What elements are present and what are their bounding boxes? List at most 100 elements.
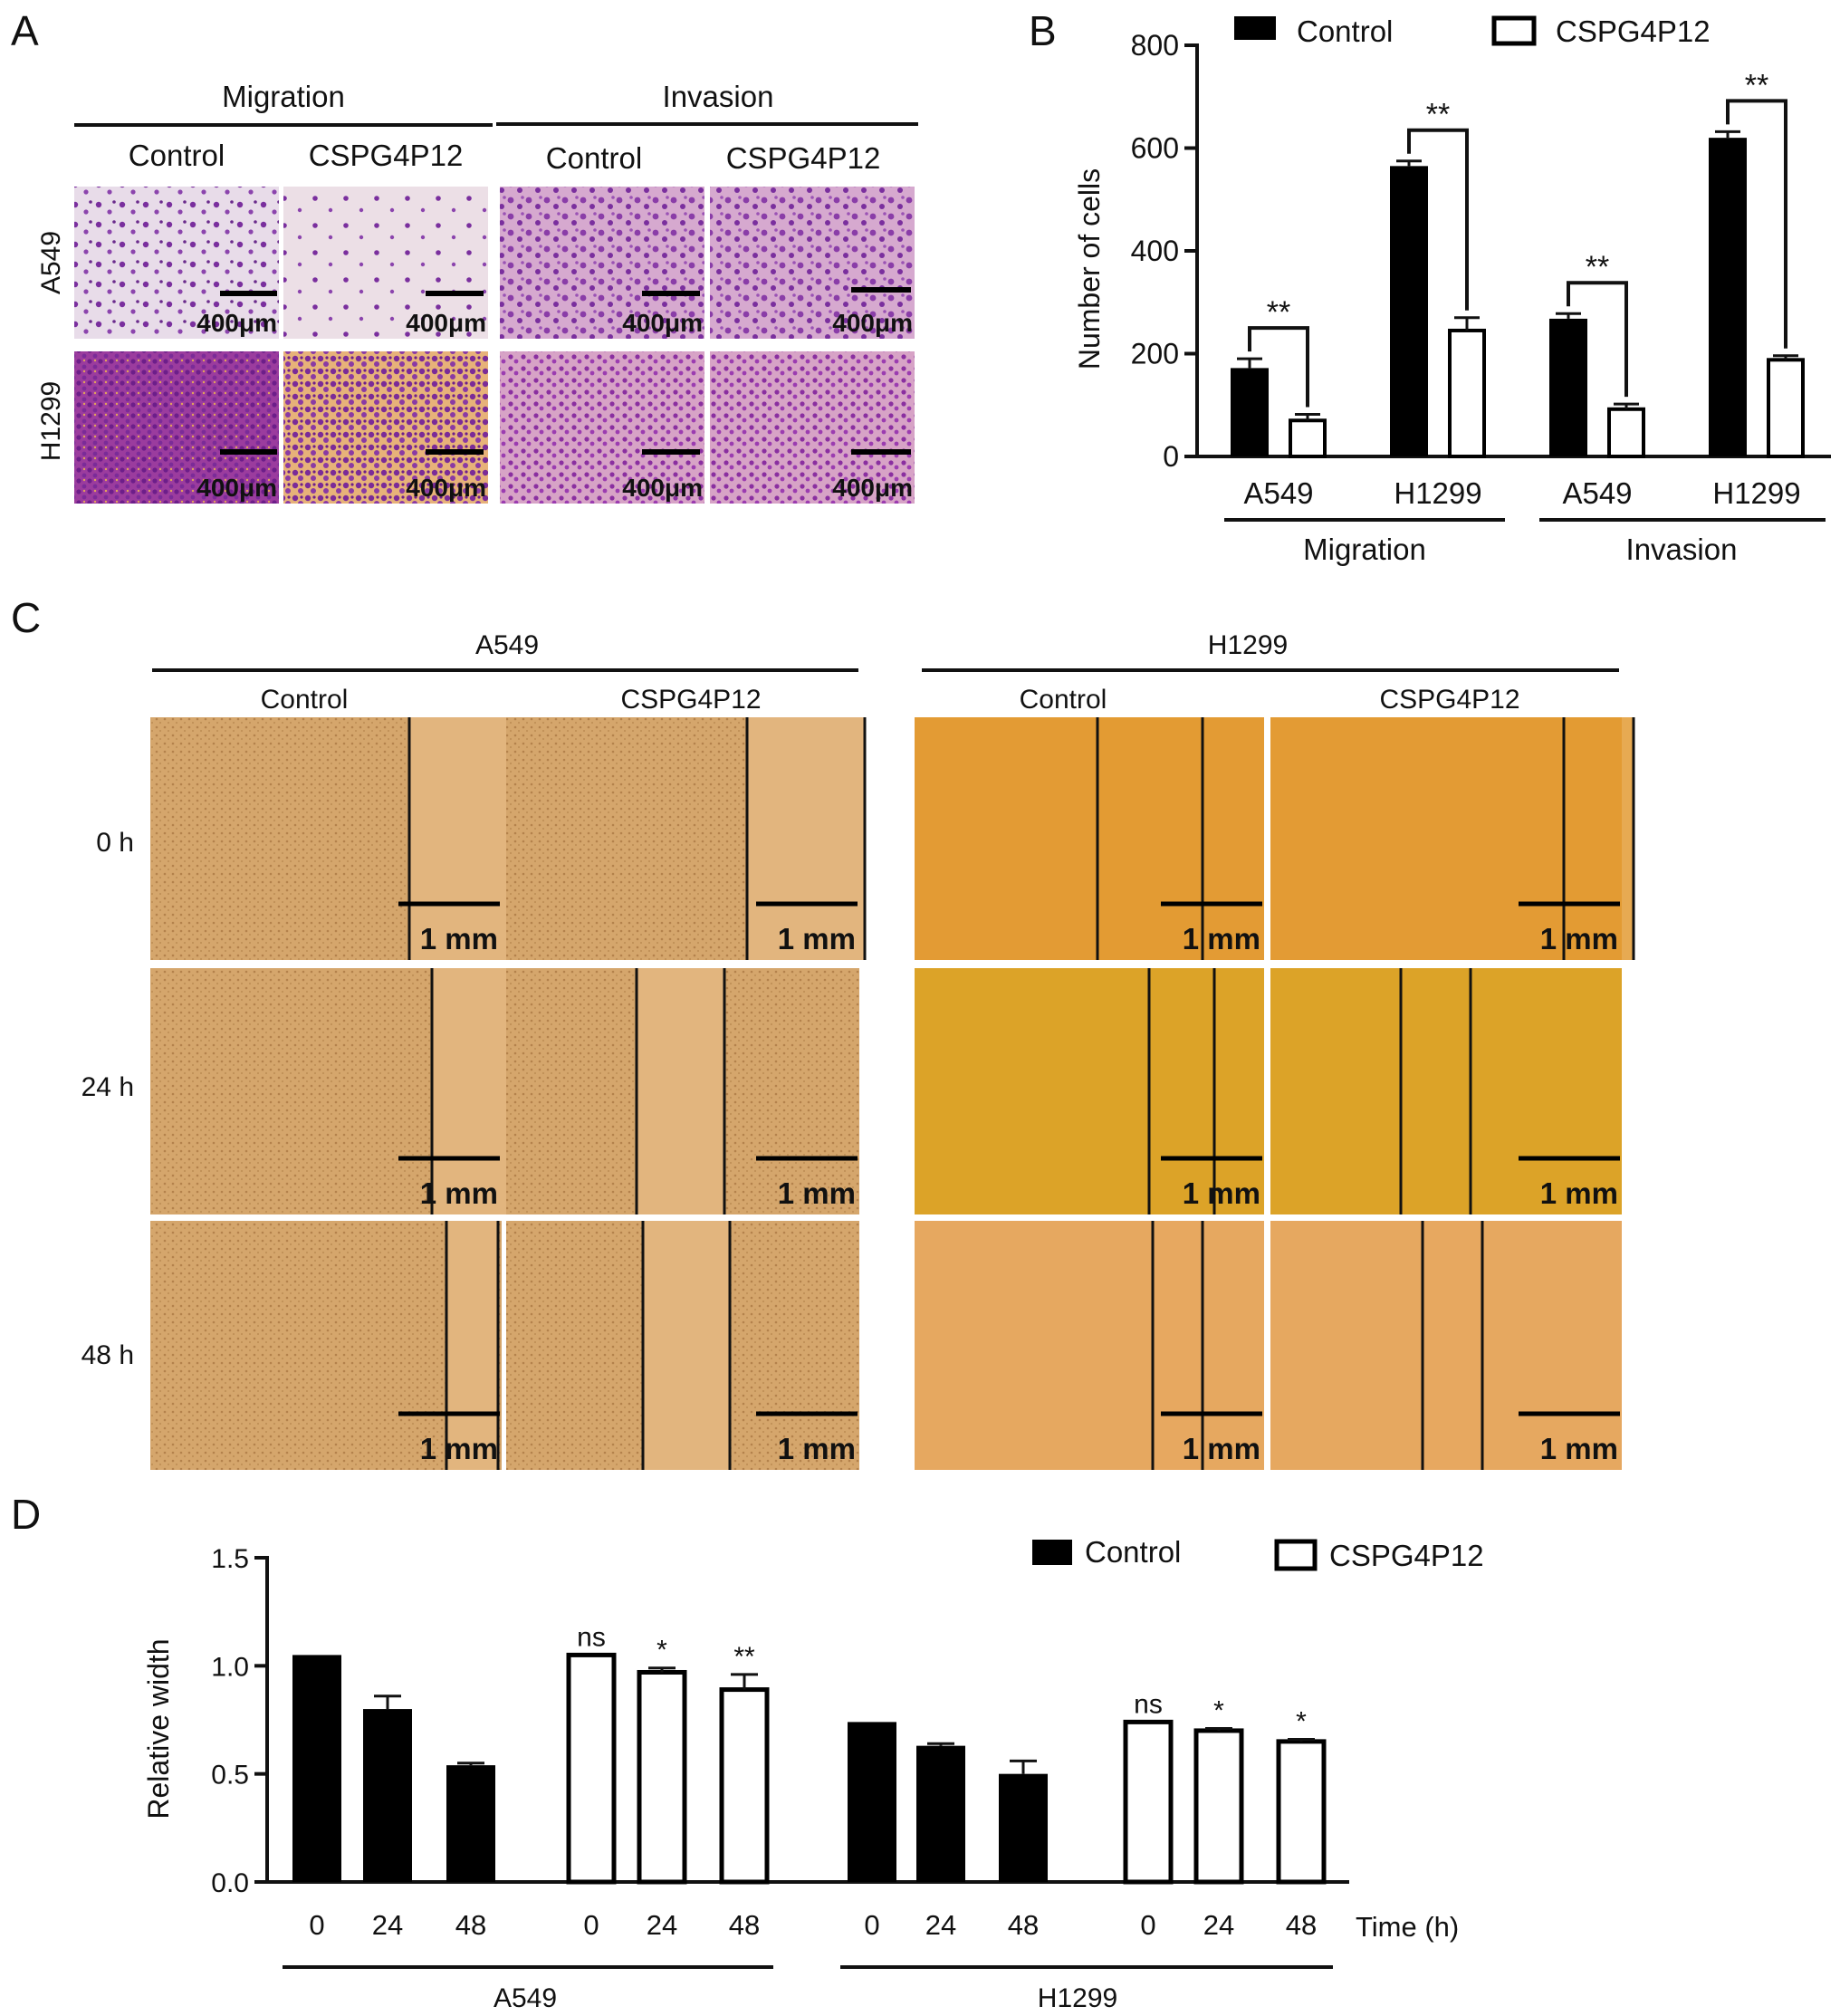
c-col-cspg4p12-h1299: CSPG4P12 [1379,685,1519,715]
b-x-tick-label: H1299 [1394,476,1481,510]
d-x-tick-label: 48 [1286,1909,1317,1941]
d-x-tick-label: 48 [455,1909,486,1941]
d-h1299-group-label: H1299 [1038,1983,1117,2013]
wound-gap [643,1221,730,1470]
d-y-axis-title: Relative width [142,1638,175,1819]
d-a549-group-label: A549 [494,1983,557,2013]
d-bar-cspg4p12 [1193,1728,1244,1885]
d-y-tick-label: 0.0 [211,1868,249,1898]
b-bar-control [1549,318,1587,456]
d-x-tick-label: 0 [1140,1909,1155,1941]
c-col-cspg4p12-a549: CSPG4P12 [620,685,761,715]
wound-gap [1097,717,1203,960]
wound-gap [432,968,510,1214]
a-row-h1299: H1299 [36,381,66,461]
c-a549-header: A549 [475,630,539,660]
transwell-image-h1299-migration-cspg4p12: 400μm [283,351,488,504]
b-bar-cspg4p12 [1448,328,1486,458]
d-x-tick-label: 0 [583,1909,599,1941]
b-bar-control [1231,368,1269,456]
scale-bar-label: 1 mm [1183,1176,1260,1210]
d-x-tick-label: 24 [925,1909,956,1941]
wound-gap [637,968,724,1214]
panel-d: D 0.0 0.5 1.0 1.5 Relative width 0 24 48 ns 0 * 24 *… [11,1491,1484,2013]
d-x-tick-label: 24 [647,1909,677,1941]
panel-c: C A549 H1299 Control CSPG4P12 Control CS… [11,594,1635,1470]
c-h1299-header: H1299 [1208,630,1288,660]
scale-bar-label: 1 mm [1183,1432,1260,1465]
b-legend-swatch-cspg4p12 [1491,15,1537,46]
d-bar-cspg4p12 [1123,1719,1174,1885]
d-significance-label: * [1296,1706,1307,1736]
wound-gap [409,717,524,960]
a-col-cspg4p12-invasion: CSPG4P12 [726,141,881,175]
b-y-tick-label: 0 [1163,440,1179,473]
d-bar-control [446,1765,495,1882]
wound-image-h1299-control-0h: 1 mm [915,717,1264,960]
b-y-tick-label: 200 [1131,338,1179,370]
wound-image-h1299-control-24h: 1 mm [915,968,1264,1214]
transwell-image-a549-migration-cspg4p12: 400μm [283,187,488,339]
c-row-0h: 0 h [96,828,134,858]
d-bar-cspg4p12 [566,1652,617,1885]
transwell-image-a549-invasion-cspg4p12: 400μm [710,187,915,339]
wound-image-a549-control-48h: 1 mm [150,1221,502,1470]
scale-bar-label: 1 mm [1183,922,1260,955]
wound-image-a549-cspg4p12-48h: 1 mm [506,1221,859,1470]
transwell-image-h1299-invasion-cspg4p12: 400μm [710,351,915,504]
b-significance-label: ** [1586,250,1609,284]
b-y-axis-title: Number of cells [1073,168,1106,370]
transwell-image-a549-invasion-control: 400μm [500,187,704,339]
a-col-cspg4p12-migration: CSPG4P12 [309,139,464,172]
wound-gap [747,717,865,960]
b-bar-control [1709,138,1747,456]
svg-text:400μm: 400μm [622,474,703,502]
panel-a-letter: A [11,7,39,54]
wound-image-a549-control-0h: 1 mm [150,717,526,960]
wound-image-a549-control-24h: 1 mm [150,968,512,1214]
b-y-tick-label: 400 [1131,235,1179,267]
wound-field [150,1221,502,1470]
d-y-tick-label: 1.0 [211,1652,249,1682]
svg-text:400μm: 400μm [832,309,913,337]
wound-image-a549-cspg4p12-0h: 1 mm [506,717,867,960]
b-significance-bracket [1248,326,1309,408]
svg-text:400μm: 400μm [622,309,703,337]
d-x-axis-title: Time (h) [1356,1911,1459,1943]
c-row-48h: 48 h [81,1340,134,1370]
d-significance-label: * [656,1636,667,1666]
scale-bar-label: 1 mm [778,1432,856,1465]
d-significance-label: * [1213,1696,1224,1726]
wound-field [915,1221,1264,1470]
d-x-tick-label: 0 [864,1909,879,1941]
d-bar-control [999,1773,1048,1882]
panel-d-letter: D [11,1491,41,1538]
d-bar-control [292,1655,341,1882]
wound-gap [1423,1221,1482,1470]
d-legend-swatch-control [1032,1540,1072,1565]
d-legend-swatch-cspg4p12 [1274,1539,1318,1571]
d-significance-label: ** [733,1642,755,1672]
c-col-control-a549: Control [261,685,349,715]
d-significance-label: ns [1134,1689,1163,1719]
wound-gap [1149,968,1214,1214]
svg-text:400μm: 400μm [196,309,277,337]
a-col-control-invasion: Control [546,141,642,175]
d-bar-control [916,1745,965,1882]
b-legend-swatch-control [1234,16,1276,40]
scale-bar-label: 1 mm [1540,922,1618,955]
transwell-image-h1299-migration-control: 400μm [74,351,279,504]
wound-healing-images: 1 mm 1 mm 1 mm 1 mm 1 mm 1 mm 1 mm 1 mm 1 mm 1 mm… [150,717,1635,1470]
b-significance-label: ** [1745,68,1768,102]
wound-gap [1153,1221,1203,1470]
svg-text:400μm: 400μm [406,474,486,502]
b-x-tick-label: A549 [1243,476,1313,510]
d-bar-control [848,1722,896,1882]
scale-bar-label: 1 mm [420,1176,498,1210]
b-x-tick-label: A549 [1562,476,1632,510]
wound-image-h1299-cspg4p12-48h: 1 mm [1270,1221,1622,1470]
d-bar-control [363,1709,412,1882]
d-x-tick-label: 48 [729,1909,760,1941]
